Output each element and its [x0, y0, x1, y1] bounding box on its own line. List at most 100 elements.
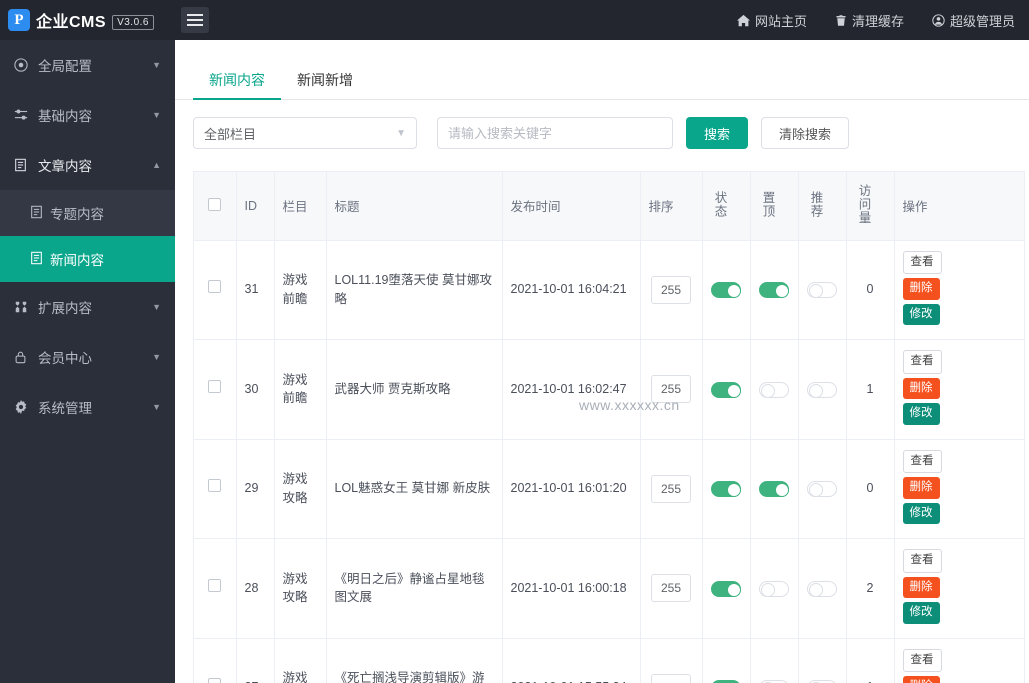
hamburger-line: [187, 24, 203, 26]
cell-recommend: [798, 638, 847, 683]
order-input[interactable]: 255: [651, 574, 691, 603]
cell-recommend: [798, 339, 847, 440]
cell-order: 255: [640, 240, 703, 340]
recommend-toggle[interactable]: [807, 580, 837, 597]
sidebar-item-member-center[interactable]: 会员中心 ▼: [0, 332, 175, 382]
order-input[interactable]: 255: [651, 673, 691, 683]
table-head: ID 栏目 标题 发布时间 排序 状态 置顶 推荐 访问量 操作: [194, 172, 1024, 241]
row-checkbox[interactable]: [208, 379, 222, 393]
edit-button[interactable]: 修改: [902, 602, 940, 624]
cell-title: LOL魅惑女王 莫甘娜 新皮肤: [326, 439, 503, 539]
search-input[interactable]: [437, 117, 673, 149]
table-row: 29 游戏攻略 LOL魅惑女王 莫甘娜 新皮肤 2021-10-01 16:01:20…: [194, 439, 1024, 539]
sidebar-subitem-news-content[interactable]: 新闻内容: [0, 236, 175, 282]
status-toggle[interactable]: [711, 481, 741, 498]
top-toggle[interactable]: [759, 580, 789, 597]
chevron-up-icon: ▲: [152, 160, 161, 170]
app-logo-icon: P: [8, 9, 30, 31]
recommend-toggle[interactable]: [807, 481, 837, 498]
order-input[interactable]: 255: [651, 474, 691, 503]
view-button[interactable]: 查看: [902, 350, 942, 374]
status-toggle[interactable]: [711, 580, 741, 597]
table-row: 30 游戏前瞻 武器大师 贾克斯攻略 2021-10-01 16:02:47 255 1 查…: [194, 339, 1024, 440]
cell-id: 27: [236, 638, 275, 683]
delete-button[interactable]: 删除: [902, 278, 940, 300]
sidebar-item-basic-content[interactable]: 基础内容 ▼: [0, 90, 175, 140]
cell-actions: 查看删除修改: [894, 538, 1024, 639]
row-checkbox[interactable]: [208, 678, 222, 683]
cell-id: 28: [236, 538, 275, 639]
search-button[interactable]: 搜索: [686, 117, 749, 149]
cell-status: [702, 240, 751, 340]
status-toggle[interactable]: [711, 282, 741, 299]
cell-top: [750, 339, 799, 440]
hamburger-line: [187, 19, 203, 21]
cell-recommend: [798, 439, 847, 539]
delete-button[interactable]: 删除: [902, 576, 940, 598]
view-button[interactable]: 查看: [902, 250, 942, 274]
tab-news-add[interactable]: 新闻新增: [297, 72, 353, 88]
order-input[interactable]: 255: [651, 375, 691, 404]
tab-news-content[interactable]: 新闻内容: [193, 70, 281, 100]
th-id: ID: [236, 172, 275, 241]
top-toggle[interactable]: [759, 381, 789, 398]
table-row: 27游戏百科《死亡搁浅导演剪辑版》游戏评测2021-10-01 15:55:24…: [194, 638, 1024, 683]
order-input[interactable]: 255: [651, 275, 691, 304]
delete-button[interactable]: 删除: [902, 377, 940, 399]
th-visits-label: 访问量: [856, 184, 871, 225]
user-icon: [932, 13, 945, 27]
clear-search-button[interactable]: 清除搜索: [761, 117, 850, 149]
view-button[interactable]: 查看: [902, 549, 942, 573]
th-visits: 访问量: [846, 172, 895, 241]
logo-area[interactable]: P 企业CMS V3.0.6: [0, 0, 175, 40]
header-item-user-label: 超级管理员: [949, 13, 1015, 29]
row-checkbox[interactable]: [208, 578, 222, 592]
th-actions: 操作: [894, 172, 1024, 241]
cell-visits: 1: [846, 339, 895, 440]
cell-publish-time: 2021-10-01 15:55:24: [502, 638, 641, 683]
hamburger-line: [187, 14, 203, 16]
menu-toggle-button[interactable]: [181, 7, 209, 33]
sidebar-item-article-content[interactable]: 文章内容 ▲: [0, 140, 175, 190]
category-select[interactable]: 全部栏目 ▼: [193, 117, 417, 149]
status-toggle[interactable]: [711, 381, 741, 398]
cell-order: 255: [640, 339, 703, 440]
header-item-home[interactable]: 网站主页: [723, 0, 821, 40]
view-button[interactable]: 查看: [902, 648, 942, 672]
top-toggle[interactable]: [759, 481, 789, 498]
top-toggle[interactable]: [759, 282, 789, 299]
cell-title: LOL11.19堕落天使 莫甘娜攻略: [326, 240, 503, 340]
category-select-value: 全部栏目: [204, 126, 257, 142]
sidebar-item-member-center-label: 会员中心: [38, 351, 92, 366]
th-recommend-label: 推荐: [808, 190, 823, 218]
select-all-checkbox[interactable]: [208, 197, 222, 211]
recommend-toggle[interactable]: [807, 381, 837, 398]
recommend-toggle[interactable]: [807, 282, 837, 299]
cell-visits: 2: [846, 538, 895, 639]
header-item-user[interactable]: 超级管理员: [918, 0, 1029, 40]
edit-button[interactable]: 修改: [902, 403, 940, 425]
cell-actions: 查看删除修改: [894, 339, 1024, 440]
row-checkbox[interactable]: [208, 479, 222, 493]
globe-icon: [14, 58, 34, 72]
sidebar-subitem-topic-content[interactable]: 专题内容: [0, 190, 175, 236]
sidebar-item-global-config[interactable]: 全局配置 ▼: [0, 40, 175, 90]
delete-button[interactable]: 删除: [902, 676, 940, 683]
app-title: 企业CMS V3.0.6: [36, 8, 154, 32]
delete-button[interactable]: 删除: [902, 477, 940, 499]
header-item-clear-cache[interactable]: 清理缓存: [821, 0, 918, 40]
sidebar-item-system-management[interactable]: 系统管理 ▼: [0, 382, 175, 432]
action-group: 查看删除修改: [902, 449, 973, 529]
cell-order: 255: [640, 538, 703, 639]
row-checkbox-cell: [194, 538, 237, 639]
th-top-label: 置顶: [760, 190, 775, 218]
edit-button[interactable]: 修改: [902, 303, 940, 325]
cell-top: [750, 240, 799, 340]
cell-actions: 查看删除修改: [894, 439, 1024, 539]
row-checkbox[interactable]: [208, 280, 222, 294]
sidebar-item-extension-content[interactable]: 扩展内容 ▼: [0, 282, 175, 332]
edit-button[interactable]: 修改: [902, 502, 940, 524]
view-button[interactable]: 查看: [902, 449, 942, 473]
cell-id: 30: [236, 339, 275, 440]
